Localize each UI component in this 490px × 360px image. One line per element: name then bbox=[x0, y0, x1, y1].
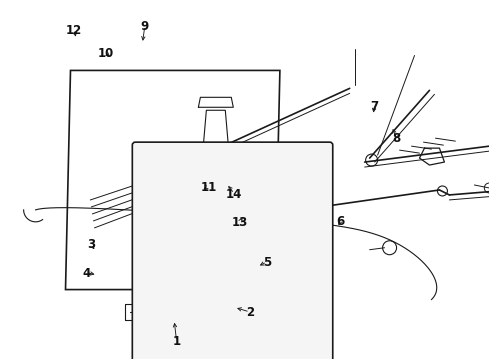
Text: 13: 13 bbox=[232, 216, 248, 229]
Text: 1: 1 bbox=[172, 335, 181, 348]
Text: 4: 4 bbox=[82, 267, 90, 280]
FancyBboxPatch shape bbox=[132, 142, 333, 360]
Text: 7: 7 bbox=[370, 100, 379, 113]
Text: 8: 8 bbox=[392, 132, 401, 145]
Polygon shape bbox=[66, 71, 280, 289]
Text: 2: 2 bbox=[246, 306, 254, 319]
Text: 12: 12 bbox=[66, 24, 82, 37]
Text: 3: 3 bbox=[87, 238, 95, 251]
Text: 11: 11 bbox=[200, 181, 217, 194]
Text: 9: 9 bbox=[141, 20, 149, 33]
Text: 5: 5 bbox=[263, 256, 271, 269]
Text: 10: 10 bbox=[98, 47, 114, 60]
Text: 14: 14 bbox=[226, 188, 243, 201]
Text: 6: 6 bbox=[336, 215, 344, 228]
